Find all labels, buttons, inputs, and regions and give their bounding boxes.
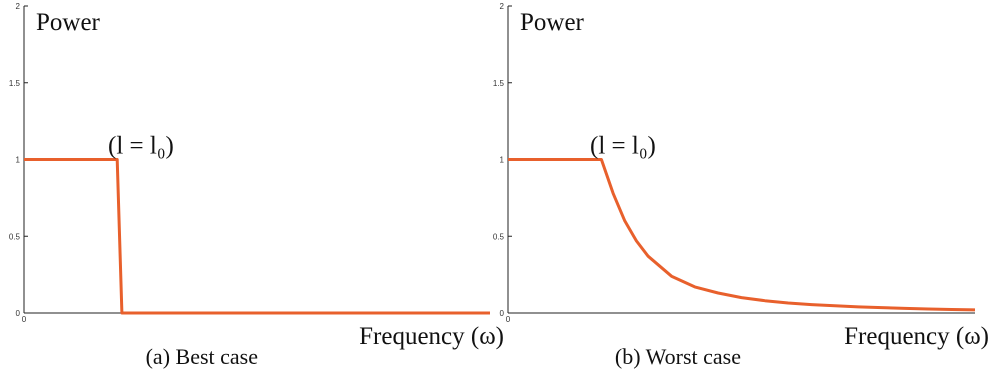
y-tick-label: 1.5 [9,79,21,88]
cutoff-annotation: (l = l₀) [590,133,656,160]
power-series-line [24,158,490,315]
subfigure-caption: (a) Best case [146,344,258,369]
cutoff-annotation: (l = l₀) [108,133,174,160]
x-tick-label: 0 [506,315,511,324]
x-axis-label: Frequency (ω) [844,323,989,350]
y-tick-label: 0 [16,309,21,318]
x-tick-label: 0 [22,315,27,324]
y-axis-label: Power [520,9,585,36]
y-tick-label: 0 [500,309,505,318]
y-axis-label: Power [36,9,101,36]
y-tick-label: 1 [500,156,505,165]
y-tick-label: 1 [16,156,21,165]
x-axis-label: Frequency (ω) [359,323,504,350]
power-series-line [508,158,976,312]
subfigure-caption: (b) Worst case [615,344,741,369]
chart-panel-a: 0 0.5 1 1.5 2 0 Power (l = l₀) Frequency (ω) (a) … [9,2,504,369]
y-tick-label: 0.5 [9,232,21,241]
y-tick-label: 1.5 [493,79,505,88]
y-tick-label: 2 [500,2,505,11]
y-tick-label: 2 [16,2,21,11]
y-tick-label: 0.5 [493,232,505,241]
chart-panel-b: 0 0.5 1 1.5 2 0 Power (l = l₀) Frequency (ω) (b) … [493,2,989,369]
